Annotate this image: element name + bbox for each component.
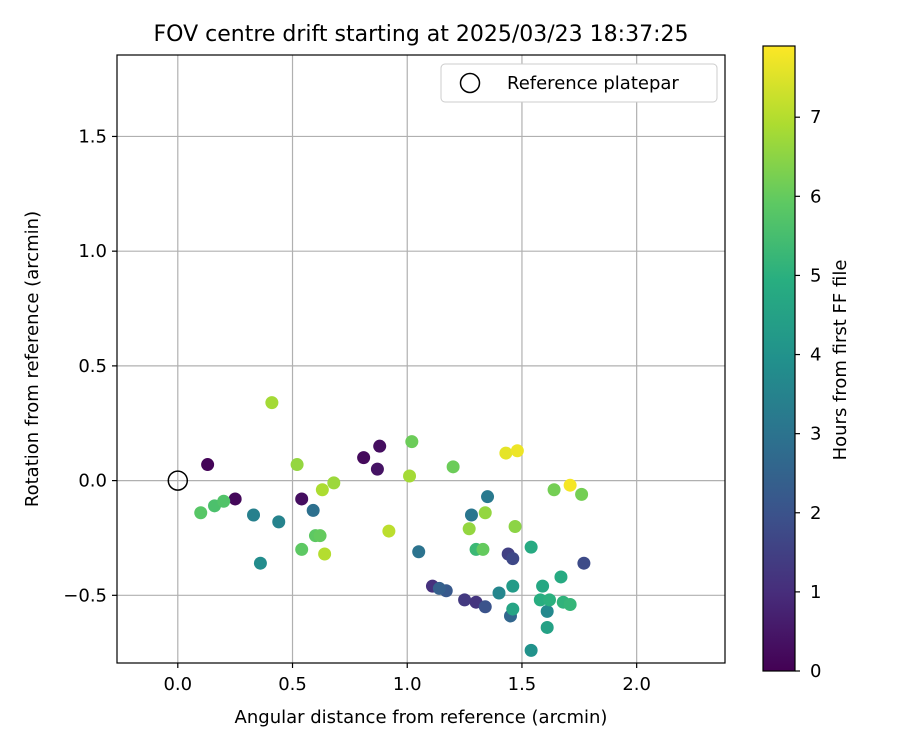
data-point [313,529,327,543]
y-axis-label: Rotation from reference (arcmin) [22,211,43,507]
grid-lines [117,55,725,663]
axis-ticks: 0.0 0.5 1.0 1.5 2.0 −0.5 0.0 0.5 1.0 1.5 [63,126,651,695]
data-point [476,542,490,556]
colorbar-tick-label: 5 [810,265,821,286]
colorbar-ticks: 0 1 2 3 4 5 6 7 [795,107,821,682]
data-point [554,570,568,584]
data-point [547,483,561,497]
data-points [194,396,591,657]
data-point [201,458,215,472]
data-point [295,492,309,506]
data-point [464,508,478,522]
data-point [506,602,520,616]
data-point [510,444,524,458]
y-tick-label: 0.5 [78,356,107,377]
data-point [575,487,589,501]
colorbar-tick-label: 2 [810,503,821,524]
data-point [272,515,286,529]
data-point [253,556,267,570]
chart-title: FOV centre drift starting at 2025/03/23 … [154,22,689,47]
legend: Reference platepar [440,63,718,103]
data-point [446,460,460,474]
data-point [382,524,396,538]
data-point [563,478,577,492]
data-point [194,506,208,520]
colorbar-tick-label: 0 [810,661,821,682]
colorbar-tick-label: 7 [810,107,821,128]
data-point [533,593,547,607]
legend-box [440,63,718,103]
legend-entry-label: Reference platepar [507,73,679,94]
data-point [458,593,472,607]
data-point [536,579,550,593]
data-point [405,435,419,449]
data-point [327,476,341,490]
data-point [373,439,387,453]
data-point [315,483,329,497]
x-axis-label: Angular distance from reference (arcmin) [235,707,608,728]
data-point [478,600,492,614]
data-point [492,586,506,600]
y-tick-label: 1.5 [78,126,107,147]
data-point [540,620,554,634]
x-tick-label: 0.5 [278,674,307,695]
colorbar-tick-label: 1 [810,582,821,603]
plot-frame [116,54,726,664]
y-tick-label: 0.0 [78,471,107,492]
data-point [577,556,591,570]
colorbar-frame [762,45,796,672]
x-tick-label: 1.5 [508,674,537,695]
data-point [542,593,556,607]
data-point [506,552,520,566]
colorbar-tick-label: 3 [810,424,821,445]
colorbar-tick-label: 4 [810,345,821,366]
legend-marker-open-circle [459,72,481,94]
plot-area [117,55,725,663]
x-tick-label: 2.0 [622,674,651,695]
x-tick-label: 1.0 [393,674,422,695]
data-point [563,597,577,611]
data-point [540,604,554,618]
y-tick-label: −0.5 [63,585,107,606]
data-point [499,446,513,460]
data-point [432,581,446,595]
data-point [290,458,304,472]
data-point [247,508,261,522]
data-point [506,579,520,593]
data-point [265,396,279,410]
data-point [508,519,522,533]
x-tick-label: 0.0 [163,674,192,695]
data-point [217,494,231,508]
data-point [370,462,384,476]
colorbar-label: Hours from first FF file [830,260,851,461]
data-point [478,506,492,520]
data-point [357,451,371,465]
data-point [524,643,538,657]
data-point [524,540,538,554]
data-point [306,503,320,517]
y-tick-label: 1.0 [78,241,107,262]
data-point [318,547,332,561]
reference-point-marker [167,470,189,491]
data-point [403,469,417,483]
data-point [295,542,309,556]
colorbar-tick-label: 6 [810,186,821,207]
data-point [412,545,426,559]
colorbar: 0 1 2 3 4 5 6 7 Hours from first FF file [762,45,851,682]
data-point [228,492,242,506]
data-point [462,522,476,536]
data-point [481,490,495,504]
colorbar-gradient [763,46,795,671]
